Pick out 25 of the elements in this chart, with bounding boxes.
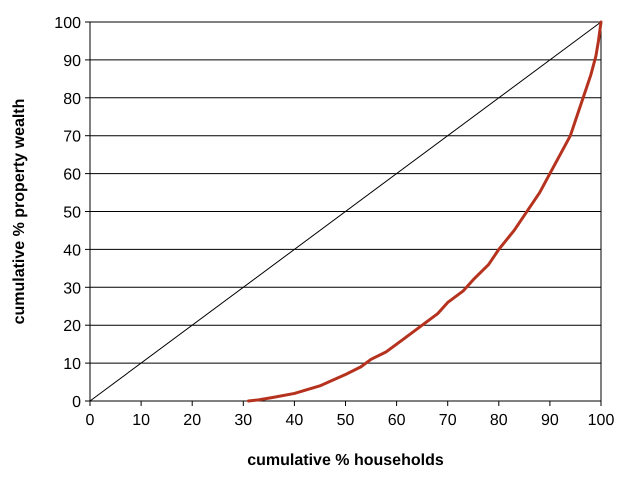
x-tick-label: 20 [183, 412, 202, 429]
x-tick-label: 10 [132, 412, 150, 429]
y-tick-label: 90 [63, 52, 82, 70]
x-axis-title: cumulative % households [247, 452, 444, 469]
y-tick-label: 50 [63, 204, 82, 222]
x-tick-label: 70 [438, 412, 457, 429]
y-tick-label: 0 [72, 394, 82, 411]
x-tick-label: 30 [234, 412, 252, 429]
x-tick-label: 80 [490, 412, 508, 429]
y-tick-label: 20 [63, 318, 82, 336]
y-tick-label: 70 [63, 128, 82, 146]
y-axis-title: cumulative % property wealth [11, 98, 28, 324]
x-tick-label: 0 [86, 412, 95, 429]
y-tick-label: 100 [54, 15, 82, 32]
y-tick-label: 60 [63, 166, 82, 184]
x-tick-label: 100 [588, 412, 614, 429]
y-tick-label: 80 [63, 90, 82, 108]
x-tick-label: 90 [541, 412, 559, 429]
y-tick-label: 10 [63, 356, 82, 374]
x-tick-label: 50 [336, 412, 354, 429]
y-tick-label: 40 [63, 242, 82, 260]
line-series [246, 20, 602, 402]
y-tick-label: 30 [63, 280, 82, 298]
x-tick-label: 60 [388, 412, 406, 429]
x-tick-label: 40 [286, 412, 304, 429]
